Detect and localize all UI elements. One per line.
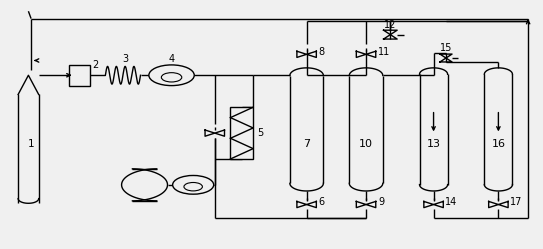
Circle shape — [173, 176, 214, 194]
Bar — [230, 107, 253, 159]
Text: 17: 17 — [510, 197, 523, 207]
Circle shape — [161, 73, 182, 82]
Text: 8: 8 — [319, 47, 325, 57]
Text: 16: 16 — [491, 139, 506, 149]
Text: 14: 14 — [445, 197, 458, 207]
Text: 1: 1 — [28, 139, 34, 149]
Text: 7: 7 — [303, 139, 310, 149]
Text: 10: 10 — [359, 139, 373, 149]
Text: 6: 6 — [319, 197, 325, 207]
Circle shape — [184, 183, 203, 191]
Text: 5: 5 — [257, 128, 263, 138]
Text: 13: 13 — [427, 139, 440, 149]
Text: 11: 11 — [378, 47, 390, 57]
Text: 15: 15 — [440, 43, 452, 53]
Circle shape — [149, 65, 194, 86]
Text: 12: 12 — [384, 20, 396, 30]
Bar — [70, 65, 90, 86]
Text: 4: 4 — [168, 54, 175, 64]
Text: 9: 9 — [378, 197, 384, 207]
Text: 3: 3 — [123, 54, 129, 64]
Text: 2: 2 — [93, 61, 99, 70]
